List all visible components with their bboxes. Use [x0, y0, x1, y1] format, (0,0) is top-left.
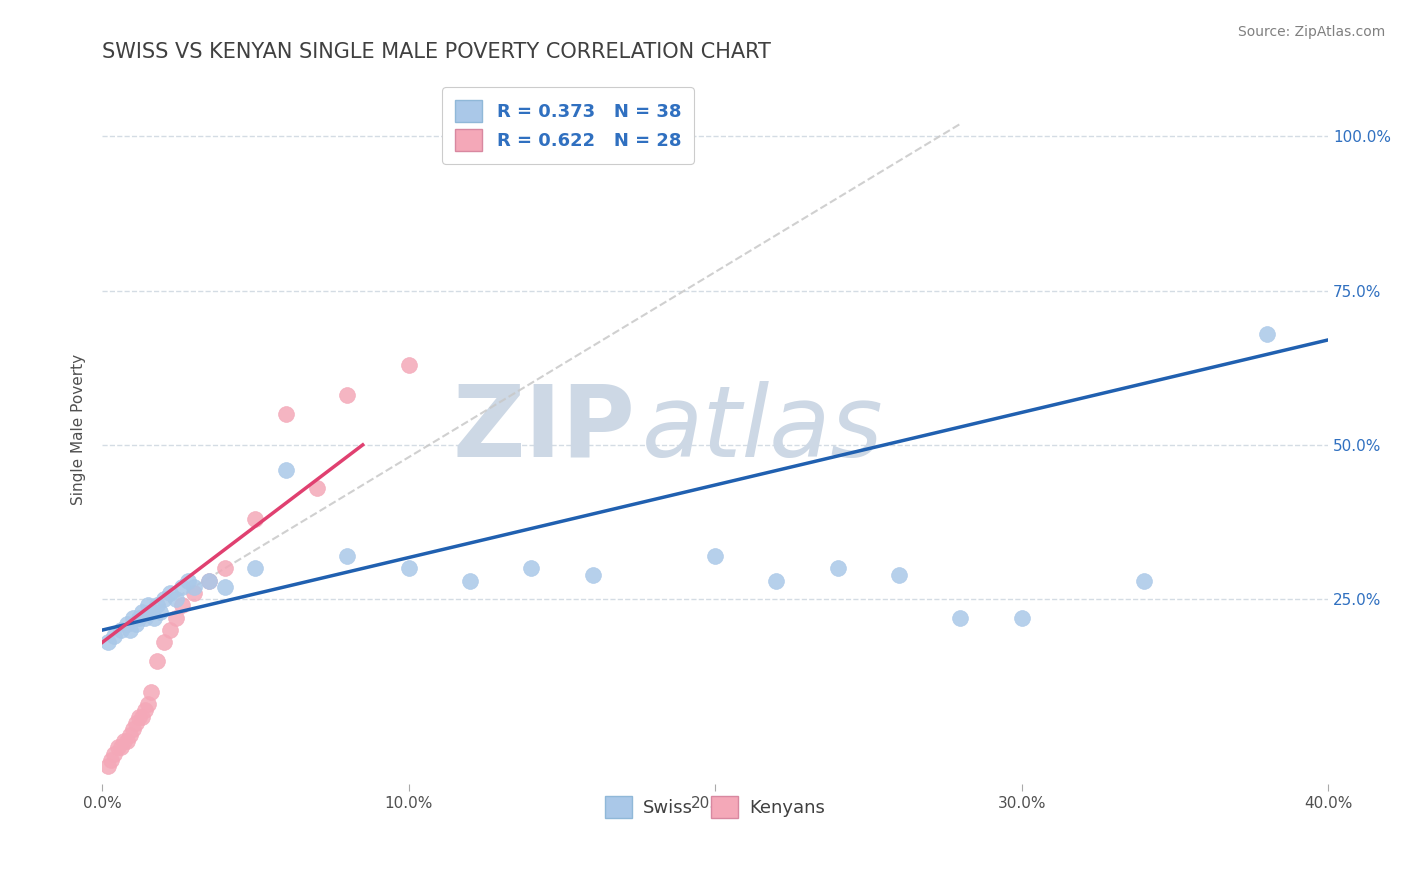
- Point: [152, 592, 174, 607]
- Point: [121, 722, 143, 736]
- Point: [146, 599, 169, 613]
- Point: [198, 574, 221, 588]
- Text: ZIP: ZIP: [453, 381, 636, 478]
- Point: [100, 753, 122, 767]
- Point: [1256, 326, 1278, 341]
- Point: [214, 561, 236, 575]
- Point: [274, 407, 297, 421]
- Point: [765, 574, 787, 588]
- Text: SWISS VS KENYAN SINGLE MALE POVERTY CORRELATION CHART: SWISS VS KENYAN SINGLE MALE POVERTY CORR…: [103, 42, 770, 62]
- Point: [134, 611, 156, 625]
- Point: [103, 747, 125, 761]
- Point: [336, 388, 359, 402]
- Point: [245, 561, 267, 575]
- Point: [520, 561, 543, 575]
- Point: [97, 635, 120, 649]
- Point: [149, 605, 172, 619]
- Point: [827, 561, 849, 575]
- Point: [115, 616, 138, 631]
- Point: [118, 623, 141, 637]
- Point: [336, 549, 359, 563]
- Point: [125, 715, 148, 730]
- Point: [177, 574, 200, 588]
- Point: [198, 574, 221, 588]
- Point: [170, 580, 193, 594]
- Point: [1133, 574, 1156, 588]
- Point: [704, 549, 727, 563]
- Text: Source: ZipAtlas.com: Source: ZipAtlas.com: [1237, 25, 1385, 39]
- Point: [398, 561, 420, 575]
- Point: [128, 709, 150, 723]
- Point: [136, 599, 159, 613]
- Point: [131, 605, 153, 619]
- Y-axis label: Single Male Poverty: Single Male Poverty: [72, 354, 86, 505]
- Point: [305, 481, 328, 495]
- Point: [110, 623, 132, 637]
- Point: [103, 629, 125, 643]
- Point: [107, 740, 129, 755]
- Point: [214, 580, 236, 594]
- Point: [458, 574, 481, 588]
- Point: [398, 358, 420, 372]
- Point: [112, 734, 135, 748]
- Point: [183, 580, 205, 594]
- Point: [143, 611, 166, 625]
- Point: [115, 734, 138, 748]
- Point: [97, 759, 120, 773]
- Point: [887, 567, 910, 582]
- Text: atlas: atlas: [641, 381, 883, 478]
- Point: [136, 697, 159, 711]
- Point: [152, 635, 174, 649]
- Point: [146, 654, 169, 668]
- Point: [165, 592, 187, 607]
- Point: [1011, 611, 1033, 625]
- Point: [110, 740, 132, 755]
- Point: [170, 599, 193, 613]
- Point: [141, 685, 163, 699]
- Point: [118, 728, 141, 742]
- Point: [949, 611, 972, 625]
- Point: [274, 462, 297, 476]
- Point: [131, 709, 153, 723]
- Point: [141, 605, 163, 619]
- Legend: Swiss, Kenyans: Swiss, Kenyans: [598, 789, 832, 825]
- Point: [581, 567, 603, 582]
- Point: [134, 703, 156, 717]
- Point: [121, 611, 143, 625]
- Point: [128, 611, 150, 625]
- Point: [159, 623, 181, 637]
- Point: [159, 586, 181, 600]
- Point: [183, 586, 205, 600]
- Point: [125, 616, 148, 631]
- Point: [245, 512, 267, 526]
- Point: [165, 611, 187, 625]
